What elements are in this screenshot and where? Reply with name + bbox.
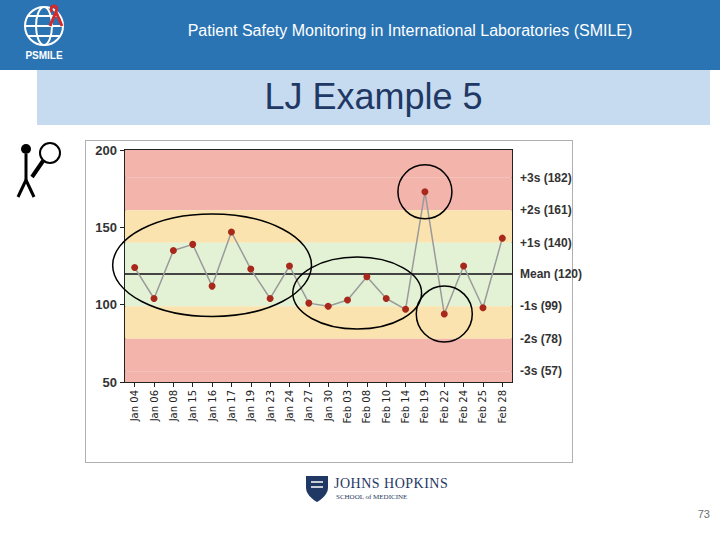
svg-text:Jan 08: Jan 08 [168, 390, 179, 422]
svg-text:Feb 08: Feb 08 [361, 390, 372, 424]
html-text:SCHOOL of MEDICINE: SCHOOL of MEDICINE [336, 493, 408, 501]
svg-text:150: 150 [95, 220, 117, 235]
svg-text:Jan 24: Jan 24 [284, 390, 295, 422]
html-text:Patient Safety Monitoring in I: Patient Safety Monitoring in Internation… [187, 22, 633, 39]
svg-text:Feb 25: Feb 25 [477, 390, 488, 424]
svg-text:Jan 06: Jan 06 [149, 390, 160, 422]
svg-text:Feb 22: Feb 22 [439, 390, 450, 424]
html-text:JOHNS HOPKINS: JOHNS HOPKINS [334, 476, 449, 491]
svg-text:Feb 24: Feb 24 [458, 390, 469, 424]
svg-text:Jan 27: Jan 27 [303, 390, 314, 422]
svg-text:200: 200 [95, 143, 117, 158]
svg-text:Jan 16: Jan 16 [207, 390, 218, 422]
svg-text:+1s (140): +1s (140) [520, 236, 572, 250]
svg-text:Feb 14: Feb 14 [400, 390, 411, 424]
svg-text:Feb 03: Feb 03 [342, 390, 353, 424]
svg-text:Jan 30: Jan 30 [323, 390, 334, 422]
svg-text:Jan 04: Jan 04 [129, 390, 140, 422]
svg-text:Feb 19: Feb 19 [419, 390, 430, 424]
svg-text:+3s (182): +3s (182) [520, 171, 572, 185]
svg-text:-2s (78): -2s (78) [520, 332, 562, 346]
svg-text:Jan 23: Jan 23 [265, 390, 276, 422]
svg-text:+2s (161): +2s (161) [520, 203, 572, 217]
html-text:LJ Example 5: LJ Example 5 [264, 76, 483, 117]
svg-text:Jan 15: Jan 15 [187, 390, 198, 422]
svg-text:Jan 17: Jan 17 [226, 390, 237, 422]
svg-text:Mean (120): Mean (120) [520, 267, 582, 281]
svg-text:-1s (99): -1s (99) [520, 299, 562, 313]
svg-text:Feb 28: Feb 28 [497, 390, 508, 424]
svg-text:Feb 10: Feb 10 [381, 390, 392, 424]
svg-text:50: 50 [103, 375, 117, 390]
html-text:PSMILE: PSMILE [25, 50, 63, 61]
svg-text:Jan 19: Jan 19 [245, 390, 256, 422]
html-text:73: 73 [697, 508, 710, 520]
svg-text:-3s (57): -3s (57) [520, 364, 562, 378]
svg-text:100: 100 [95, 297, 117, 312]
